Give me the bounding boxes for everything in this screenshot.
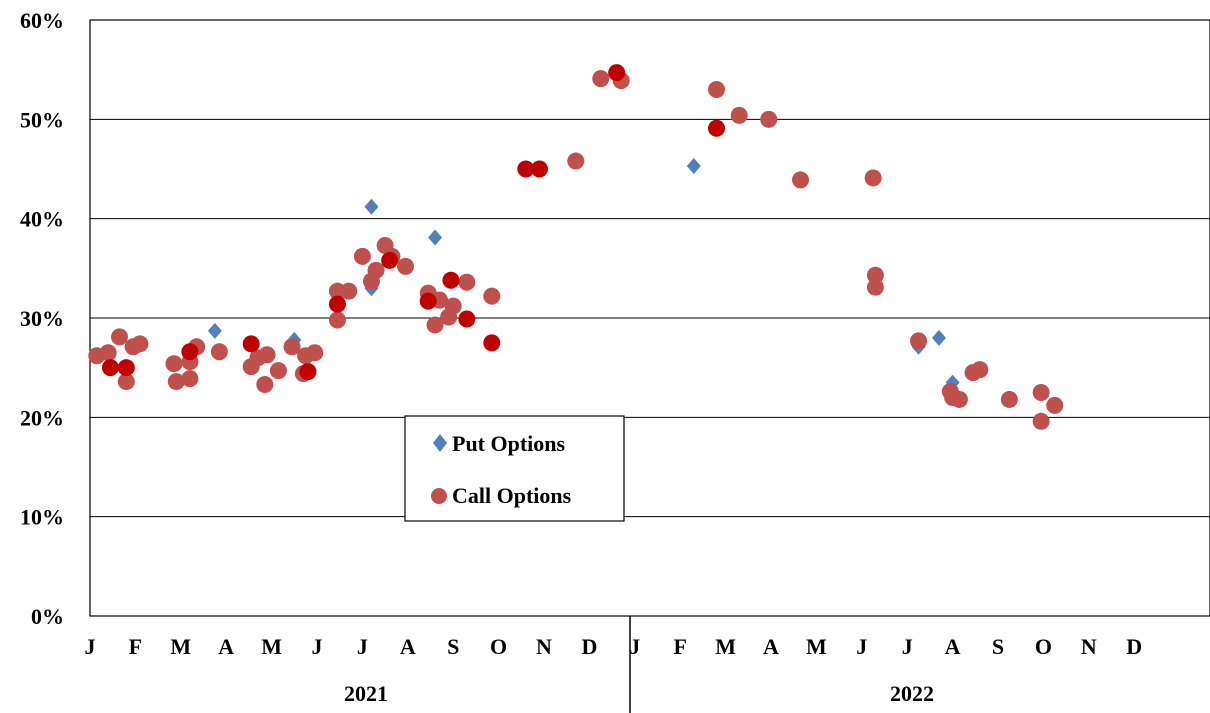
call-option-point bbox=[792, 171, 809, 188]
call-option-point bbox=[567, 153, 584, 170]
call-option-point bbox=[329, 296, 346, 313]
call-option-point bbox=[442, 272, 459, 289]
call-option-point bbox=[259, 346, 276, 363]
call-option-point bbox=[181, 370, 198, 387]
call-option-point bbox=[381, 252, 398, 269]
x-tick-label: J bbox=[902, 634, 913, 659]
x-tick-label: J bbox=[856, 634, 867, 659]
call-option-point bbox=[708, 120, 725, 137]
x-tick-label: M bbox=[715, 634, 736, 659]
call-option-point bbox=[111, 328, 128, 345]
call-option-point bbox=[102, 359, 119, 376]
x-tick-label: F bbox=[673, 634, 686, 659]
x-tick-label: J bbox=[85, 634, 96, 659]
legend-call-marker bbox=[431, 488, 447, 504]
year-label-2022: 2022 bbox=[890, 681, 934, 706]
call-option-point bbox=[100, 344, 117, 361]
call-option-point bbox=[458, 310, 475, 327]
x-tick-label: A bbox=[763, 634, 779, 659]
call-option-point bbox=[397, 258, 414, 275]
call-option-point bbox=[165, 355, 182, 372]
call-option-point bbox=[531, 161, 548, 178]
x-tick-label: O bbox=[1035, 634, 1052, 659]
call-option-point bbox=[256, 376, 273, 393]
call-option-point bbox=[1046, 397, 1063, 414]
y-tick-label: 10% bbox=[20, 505, 64, 530]
call-option-point bbox=[951, 391, 968, 408]
x-tick-label: M bbox=[170, 634, 191, 659]
call-option-point bbox=[329, 311, 346, 328]
x-tick-label: S bbox=[992, 634, 1004, 659]
x-tick-label: N bbox=[1081, 634, 1097, 659]
call-option-point bbox=[1033, 413, 1050, 430]
call-option-point bbox=[971, 361, 988, 378]
x-tick-label: D bbox=[581, 634, 597, 659]
legend-call-label: Call Options bbox=[452, 483, 572, 508]
x-tick-label: A bbox=[218, 634, 234, 659]
call-option-point bbox=[368, 262, 385, 279]
call-option-point bbox=[243, 335, 260, 352]
x-tick-label: N bbox=[536, 634, 552, 659]
x-tick-label: J bbox=[357, 634, 368, 659]
y-tick-label: 0% bbox=[31, 604, 64, 629]
call-option-point bbox=[483, 334, 500, 351]
y-tick-label: 40% bbox=[20, 207, 64, 232]
call-option-point bbox=[1001, 391, 1018, 408]
call-option-point bbox=[867, 279, 884, 296]
call-option-point bbox=[865, 169, 882, 186]
y-tick-label: 50% bbox=[20, 107, 64, 132]
call-option-point bbox=[299, 363, 316, 380]
x-tick-label: M bbox=[806, 634, 827, 659]
y-axis-tick-labels: 0% 10% 20% 30% 40% 50% 60% bbox=[20, 8, 64, 629]
call-option-point bbox=[131, 335, 148, 352]
legend: Put Options Call Options bbox=[405, 416, 624, 521]
y-tick-label: 20% bbox=[20, 405, 64, 430]
call-option-point bbox=[760, 111, 777, 128]
call-option-point bbox=[731, 107, 748, 124]
call-option-point bbox=[118, 359, 135, 376]
call-option-point bbox=[270, 362, 287, 379]
x-tick-label: A bbox=[400, 634, 416, 659]
x-tick-label: S bbox=[447, 634, 459, 659]
x-tick-label: M bbox=[261, 634, 282, 659]
call-option-point bbox=[592, 70, 609, 87]
legend-put-label: Put Options bbox=[452, 431, 566, 456]
call-option-point bbox=[306, 344, 323, 361]
call-option-point bbox=[910, 332, 927, 349]
x-tick-label: J bbox=[312, 634, 323, 659]
x-tick-label: F bbox=[129, 634, 142, 659]
call-option-point bbox=[608, 64, 625, 81]
call-option-point bbox=[1033, 384, 1050, 401]
x-tick-label: D bbox=[1126, 634, 1142, 659]
call-option-point bbox=[181, 343, 198, 360]
y-tick-label: 60% bbox=[20, 8, 64, 33]
call-option-point bbox=[340, 283, 357, 300]
call-option-point bbox=[458, 274, 475, 291]
call-option-point bbox=[211, 343, 228, 360]
call-option-point bbox=[708, 81, 725, 98]
year-label-2021: 2021 bbox=[344, 681, 388, 706]
x-tick-label: O bbox=[490, 634, 507, 659]
call-option-point bbox=[483, 288, 500, 305]
x-tick-label: A bbox=[945, 634, 961, 659]
call-option-point bbox=[445, 298, 462, 315]
call-option-point bbox=[354, 248, 371, 265]
y-tick-label: 30% bbox=[20, 306, 64, 331]
call-option-point bbox=[420, 293, 437, 310]
x-tick-label: J bbox=[629, 634, 640, 659]
